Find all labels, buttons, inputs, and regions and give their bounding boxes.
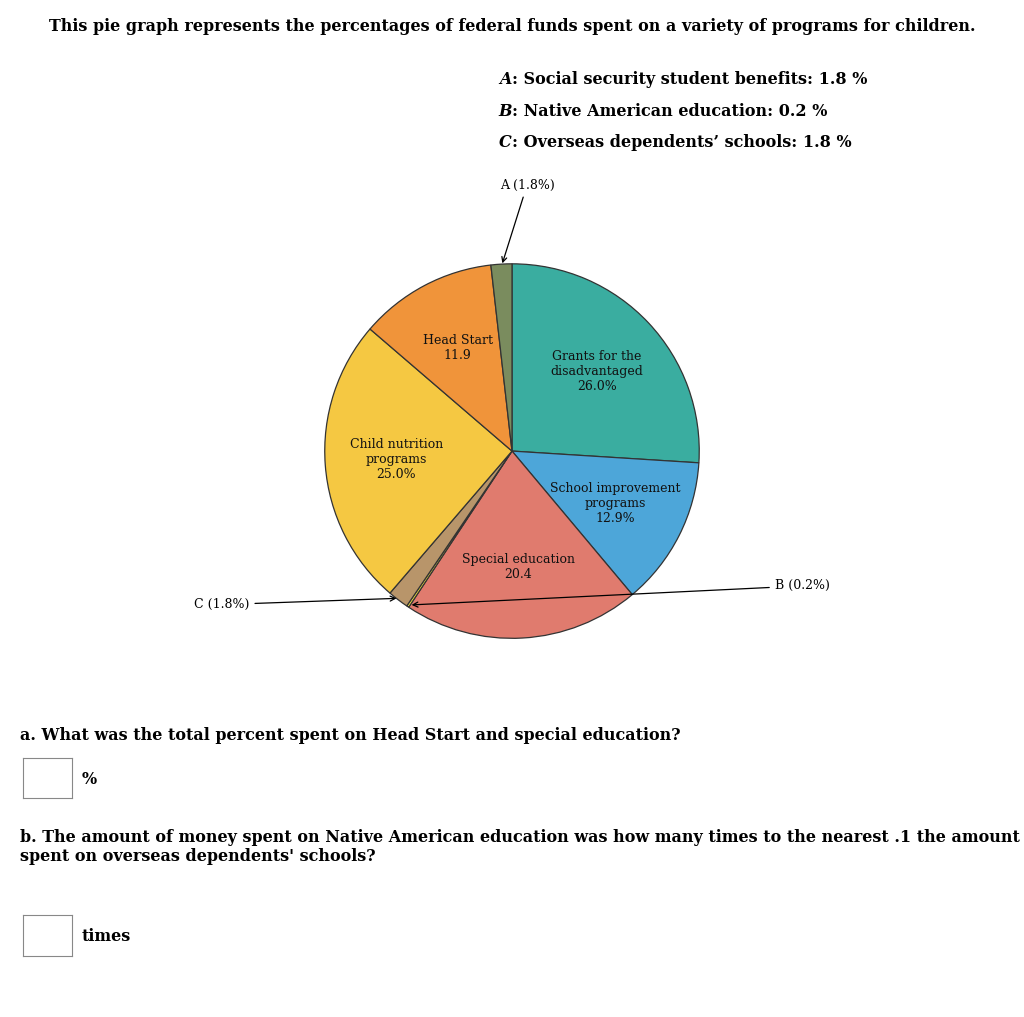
Text: B: B bbox=[499, 103, 512, 120]
Wedge shape bbox=[325, 330, 512, 593]
Text: Grants for the
disadvantaged
26.0%: Grants for the disadvantaged 26.0% bbox=[550, 350, 643, 394]
Text: A: A bbox=[500, 71, 512, 88]
Text: C: C bbox=[500, 134, 512, 152]
Text: times: times bbox=[82, 929, 131, 945]
Wedge shape bbox=[370, 265, 512, 452]
Text: a. What was the total percent spent on Head Start and special education?: a. What was the total percent spent on H… bbox=[20, 727, 681, 744]
Text: C (1.8%): C (1.8%) bbox=[195, 596, 395, 611]
Text: School improvement
programs
12.9%: School improvement programs 12.9% bbox=[550, 482, 681, 525]
Text: A (1.8%): A (1.8%) bbox=[500, 179, 554, 262]
Wedge shape bbox=[512, 263, 699, 463]
Text: %: % bbox=[82, 771, 97, 787]
Wedge shape bbox=[409, 452, 632, 639]
Text: B (0.2%): B (0.2%) bbox=[413, 580, 829, 607]
Text: Special education
20.4: Special education 20.4 bbox=[462, 553, 575, 581]
Text: Child nutrition
programs
25.0%: Child nutrition programs 25.0% bbox=[349, 438, 442, 481]
Text: This pie graph represents the percentages of federal funds spent on a variety of: This pie graph represents the percentage… bbox=[49, 18, 975, 36]
Text: : Overseas dependents’ schools: 1.8 %: : Overseas dependents’ schools: 1.8 % bbox=[512, 134, 852, 152]
Text: Head Start
11.9: Head Start 11.9 bbox=[423, 335, 493, 362]
Text: : Native American education: 0.2 %: : Native American education: 0.2 % bbox=[512, 103, 827, 120]
Wedge shape bbox=[407, 452, 512, 607]
Wedge shape bbox=[490, 263, 512, 452]
Text: b. The amount of money spent on Native American education was how many times to : b. The amount of money spent on Native A… bbox=[20, 829, 1020, 865]
Wedge shape bbox=[512, 452, 698, 595]
Text: : Social security student benefits: 1.8 %: : Social security student benefits: 1.8 … bbox=[512, 71, 867, 88]
Wedge shape bbox=[390, 452, 512, 606]
